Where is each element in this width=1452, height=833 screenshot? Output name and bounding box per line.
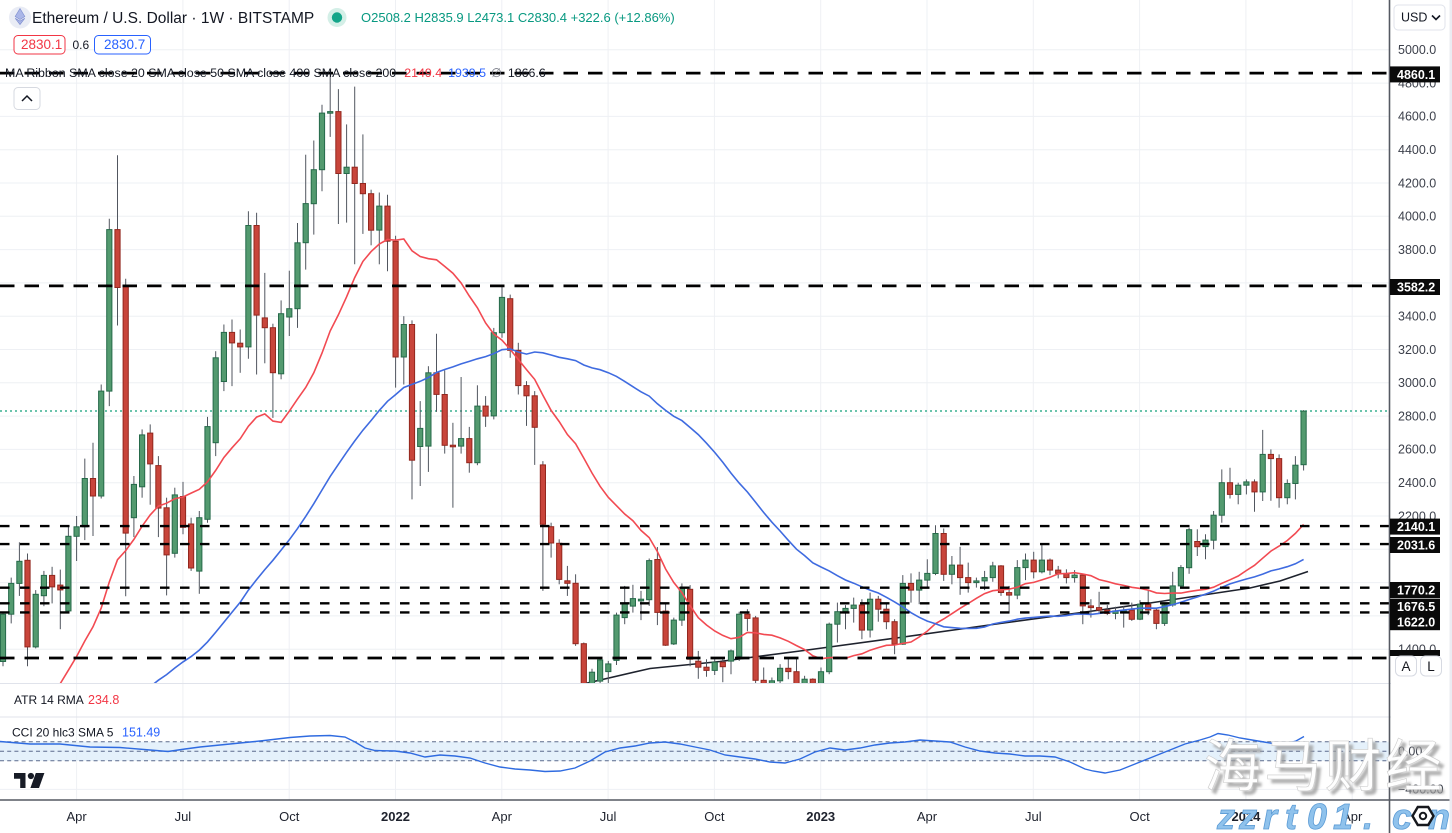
svg-text:c: c	[1392, 796, 1412, 833]
svg-text:4860.1: 4860.1	[1397, 68, 1435, 82]
svg-text:4000.0: 4000.0	[1398, 210, 1436, 224]
svg-text:Oct: Oct	[279, 809, 300, 824]
svg-text:Apr: Apr	[917, 809, 938, 824]
svg-text:ATR 14 RMA: ATR 14 RMA	[14, 693, 84, 707]
svg-text:Ethereum / U.S. Dollar · 1W ·: Ethereum / U.S. Dollar · 1W · BITSTAMP	[32, 10, 314, 27]
svg-text:2830.1: 2830.1	[21, 37, 62, 52]
svg-text:3400.0: 3400.0	[1398, 310, 1436, 324]
svg-text:1622.0: 1622.0	[1397, 616, 1435, 630]
svg-text:L: L	[1427, 659, 1435, 674]
svg-text:5000.0: 5000.0	[1398, 43, 1436, 57]
svg-text:2024: 2024	[1231, 809, 1261, 824]
svg-text:1: 1	[1333, 796, 1353, 833]
svg-text:3000.0: 3000.0	[1398, 376, 1436, 390]
svg-text:O2508.2 H2835.9 L2473.1 C2830.: O2508.2 H2835.9 L2473.1 C2830.4 +322.6 (…	[361, 10, 675, 25]
svg-text:3582.2: 3582.2	[1397, 281, 1435, 295]
svg-text:4200.0: 4200.0	[1398, 176, 1436, 190]
svg-text:2400.0: 2400.0	[1398, 476, 1436, 490]
svg-text:4600.0: 4600.0	[1398, 110, 1436, 124]
svg-text:151.49: 151.49	[122, 726, 160, 740]
svg-text:1676.5: 1676.5	[1397, 600, 1435, 614]
svg-text:2140.1: 2140.1	[1397, 520, 1435, 534]
svg-text:z: z	[1216, 796, 1235, 833]
svg-text:2600.0: 2600.0	[1398, 443, 1436, 457]
svg-text:0.00: 0.00	[1398, 745, 1422, 759]
svg-text:t: t	[1285, 796, 1299, 833]
svg-text:2023: 2023	[806, 809, 835, 824]
svg-text:Jul: Jul	[175, 809, 192, 824]
svg-text:4400.0: 4400.0	[1398, 143, 1436, 157]
svg-text:234.8: 234.8	[88, 693, 119, 707]
svg-text:Jul: Jul	[1025, 809, 1042, 824]
svg-text:Jul: Jul	[600, 809, 617, 824]
svg-text:n: n	[1428, 796, 1450, 833]
svg-text:−400.00: −400.00	[1398, 783, 1444, 797]
svg-text:Oct: Oct	[704, 809, 725, 824]
svg-text:1770.2: 1770.2	[1397, 584, 1435, 598]
svg-text:2022: 2022	[381, 809, 410, 824]
svg-text:3800.0: 3800.0	[1398, 243, 1436, 257]
svg-text:Apr: Apr	[1342, 809, 1363, 824]
svg-text:USD: USD	[1401, 11, 1427, 25]
svg-text:.: .	[1363, 796, 1373, 833]
svg-text:CCI 20 hlc3 SMA 5: CCI 20 hlc3 SMA 5	[12, 726, 114, 740]
svg-text:z: z	[1238, 796, 1257, 833]
svg-text:0.6: 0.6	[73, 38, 90, 52]
svg-text:A: A	[1401, 659, 1410, 674]
svg-text:MA Ribbon SMA close 20 SMA clo: MA Ribbon SMA close 20 SMA close 50 SMA …	[5, 66, 546, 80]
svg-text:Apr: Apr	[66, 809, 87, 824]
svg-text:Oct: Oct	[1129, 809, 1150, 824]
svg-text:2031.6: 2031.6	[1397, 539, 1435, 553]
svg-text:0: 0	[1307, 796, 1327, 833]
svg-text:2800.0: 2800.0	[1398, 409, 1436, 423]
svg-text:2830.7: 2830.7	[104, 37, 145, 52]
svg-text:r: r	[1263, 796, 1279, 833]
svg-text:3200.0: 3200.0	[1398, 343, 1436, 357]
svg-text:Apr: Apr	[492, 809, 513, 824]
